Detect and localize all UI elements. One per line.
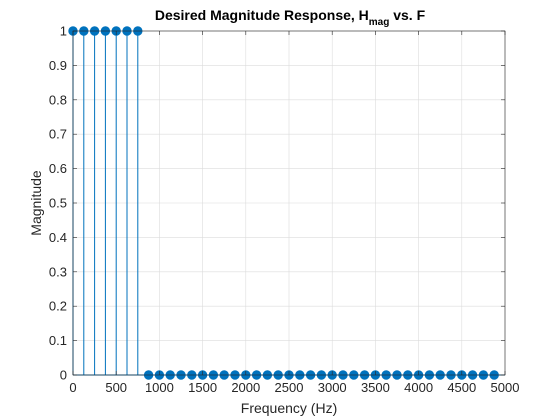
y-tick-label: 1 [60,24,67,39]
x-tick-label: 1000 [145,380,174,395]
y-tick-label: 0.7 [49,127,67,142]
y-tick-label: 0.3 [49,264,67,279]
x-tick-label: 3000 [318,380,347,395]
y-tick-label: 0.8 [49,92,67,107]
y-tick-label: 0.5 [49,196,67,211]
chart-title: Desired Magnitude Response, Hmag vs. F [155,7,426,28]
x-tick-label: 5000 [491,380,520,395]
x-tick-label: 4500 [447,380,476,395]
chart-title-suffix: vs. F [389,7,425,23]
y-tick-label: 0 [60,368,67,383]
x-tick-label: 2000 [231,380,260,395]
x-tick-label: 4000 [404,380,433,395]
y-tick-label: 0.1 [49,333,67,348]
y-tick-label: 0.4 [49,230,67,245]
chart-title-main: Desired Magnitude Response, H [155,7,369,23]
x-tick-label: 3500 [361,380,390,395]
x-tick-label: 1500 [188,380,217,395]
x-axis-label: Frequency (Hz) [241,400,337,416]
x-tick-label: 2500 [275,380,304,395]
y-tick-label: 0.6 [49,161,67,176]
axis-ticks: 0 500 1000 1500 2000 2500 3000 3500 4000 4500 5000… [49,24,520,396]
y-axis-label: Magnitude [28,170,44,236]
x-tick-label: 500 [105,380,127,395]
chart-title-subscript: mag [369,17,390,28]
y-tick-label: 0.2 [49,299,67,314]
x-tick-label: 0 [69,380,76,395]
y-tick-label: 0.9 [49,58,67,73]
